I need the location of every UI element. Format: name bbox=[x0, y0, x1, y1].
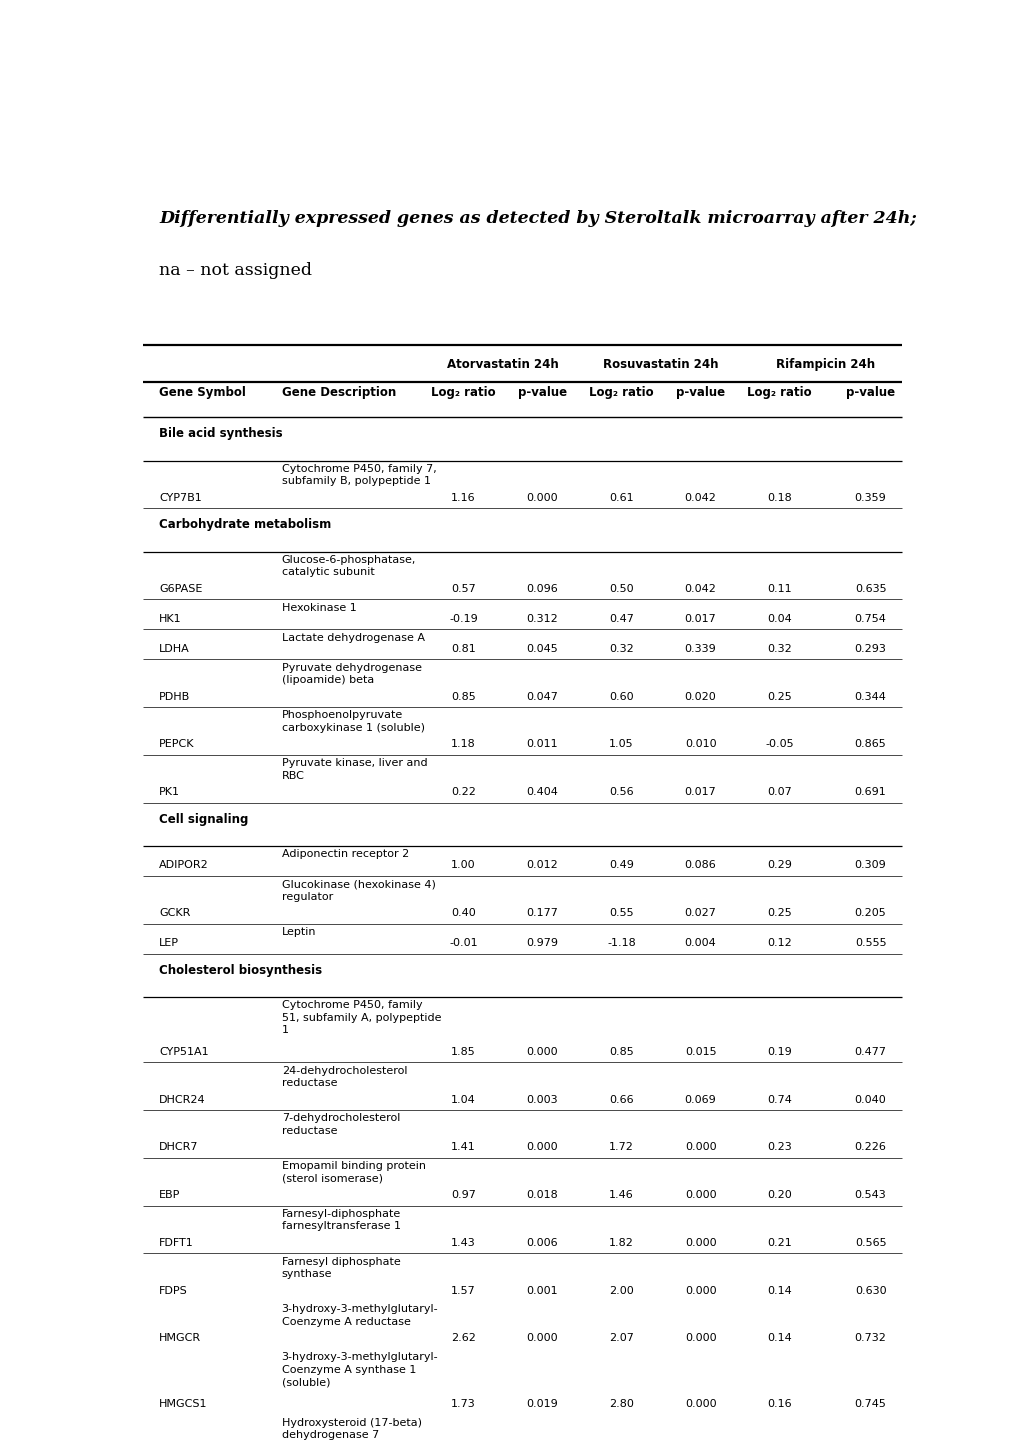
Text: 0.85: 0.85 bbox=[450, 692, 476, 702]
Text: 0.32: 0.32 bbox=[608, 643, 634, 653]
Text: Gene Symbol: Gene Symbol bbox=[159, 386, 246, 399]
Text: 0.07: 0.07 bbox=[766, 787, 792, 797]
Text: 1.46: 1.46 bbox=[608, 1190, 634, 1200]
Text: 0.29: 0.29 bbox=[766, 861, 792, 871]
Text: Atorvastatin 24h: Atorvastatin 24h bbox=[446, 359, 558, 372]
Text: 0.21: 0.21 bbox=[766, 1237, 792, 1247]
Text: 0.359: 0.359 bbox=[854, 493, 886, 503]
Text: HMGCS1: HMGCS1 bbox=[159, 1399, 208, 1409]
Text: Gene Description: Gene Description bbox=[281, 386, 395, 399]
Text: 0.000: 0.000 bbox=[684, 1286, 715, 1295]
Text: 0.096: 0.096 bbox=[526, 584, 557, 594]
Text: Cell signaling: Cell signaling bbox=[159, 813, 249, 826]
Text: 0.000: 0.000 bbox=[526, 1334, 557, 1344]
Text: 0.040: 0.040 bbox=[854, 1094, 886, 1105]
Text: PK1: PK1 bbox=[159, 787, 180, 797]
Text: 2.62: 2.62 bbox=[450, 1334, 476, 1344]
Text: 1.18: 1.18 bbox=[450, 740, 476, 750]
Text: 0.000: 0.000 bbox=[684, 1190, 715, 1200]
Text: 0.25: 0.25 bbox=[766, 692, 792, 702]
Text: -1.18: -1.18 bbox=[606, 939, 635, 947]
Text: 0.004: 0.004 bbox=[684, 939, 715, 947]
Text: 0.865: 0.865 bbox=[854, 740, 886, 750]
Text: 0.000: 0.000 bbox=[684, 1142, 715, 1152]
Text: Cytochrome P450, family
51, subfamily A, polypeptide
1: Cytochrome P450, family 51, subfamily A,… bbox=[281, 1001, 440, 1035]
Text: 0.04: 0.04 bbox=[766, 614, 792, 624]
Text: 0.003: 0.003 bbox=[526, 1094, 557, 1105]
Text: 2.80: 2.80 bbox=[608, 1399, 634, 1409]
Text: FDFT1: FDFT1 bbox=[159, 1237, 194, 1247]
Text: 0.477: 0.477 bbox=[854, 1047, 886, 1057]
Text: G6PASE: G6PASE bbox=[159, 584, 203, 594]
Text: 0.14: 0.14 bbox=[766, 1286, 792, 1295]
Text: 0.97: 0.97 bbox=[450, 1190, 476, 1200]
Text: p-value: p-value bbox=[518, 386, 567, 399]
Text: 0.635: 0.635 bbox=[854, 584, 886, 594]
Text: 0.60: 0.60 bbox=[608, 692, 633, 702]
Text: 1.00: 1.00 bbox=[450, 861, 475, 871]
Text: 0.55: 0.55 bbox=[608, 908, 633, 919]
Text: Farnesyl diphosphate
synthase: Farnesyl diphosphate synthase bbox=[281, 1257, 400, 1279]
Text: 0.11: 0.11 bbox=[766, 584, 791, 594]
Text: Log₂ ratio: Log₂ ratio bbox=[747, 386, 811, 399]
Text: 0.000: 0.000 bbox=[526, 493, 557, 503]
Text: 0.000: 0.000 bbox=[684, 1237, 715, 1247]
Text: 0.017: 0.017 bbox=[684, 787, 715, 797]
Text: 0.745: 0.745 bbox=[854, 1399, 886, 1409]
Text: 0.042: 0.042 bbox=[684, 584, 716, 594]
Text: 0.015: 0.015 bbox=[684, 1047, 715, 1057]
Text: 0.18: 0.18 bbox=[766, 493, 792, 503]
Text: Cytochrome P450, family 7,
subfamily B, polypeptide 1: Cytochrome P450, family 7, subfamily B, … bbox=[281, 464, 436, 486]
Text: Glucokinase (hexokinase 4)
regulator: Glucokinase (hexokinase 4) regulator bbox=[281, 880, 435, 901]
Text: 2.07: 2.07 bbox=[608, 1334, 634, 1344]
Text: Log₂ ratio: Log₂ ratio bbox=[589, 386, 653, 399]
Text: 0.754: 0.754 bbox=[854, 614, 886, 624]
Text: 0.85: 0.85 bbox=[608, 1047, 634, 1057]
Text: 0.979: 0.979 bbox=[526, 939, 558, 947]
Text: 1.04: 1.04 bbox=[450, 1094, 476, 1105]
Text: 0.56: 0.56 bbox=[608, 787, 633, 797]
Text: Hydroxysteroid (17-beta)
dehydrogenase 7: Hydroxysteroid (17-beta) dehydrogenase 7 bbox=[281, 1417, 421, 1441]
Text: 0.630: 0.630 bbox=[854, 1286, 886, 1295]
Text: 0.555: 0.555 bbox=[854, 939, 886, 947]
Text: 0.045: 0.045 bbox=[526, 643, 557, 653]
Text: Leptin: Leptin bbox=[281, 927, 316, 937]
Text: 0.000: 0.000 bbox=[684, 1399, 715, 1409]
Text: 0.50: 0.50 bbox=[608, 584, 633, 594]
Text: LDHA: LDHA bbox=[159, 643, 190, 653]
Text: 0.047: 0.047 bbox=[526, 692, 558, 702]
Text: Cholesterol biosynthesis: Cholesterol biosynthesis bbox=[159, 963, 322, 976]
Text: 0.19: 0.19 bbox=[766, 1047, 792, 1057]
Text: p-value: p-value bbox=[676, 386, 725, 399]
Text: 0.25: 0.25 bbox=[766, 908, 792, 919]
Text: 3-hydroxy-3-methylglutaryl-
Coenzyme A synthase 1
(soluble): 3-hydroxy-3-methylglutaryl- Coenzyme A s… bbox=[281, 1353, 438, 1387]
Text: 0.74: 0.74 bbox=[766, 1094, 792, 1105]
Text: Glucose-6-phosphatase,
catalytic subunit: Glucose-6-phosphatase, catalytic subunit bbox=[281, 555, 416, 577]
Text: -0.01: -0.01 bbox=[448, 939, 477, 947]
Text: -0.05: -0.05 bbox=[764, 740, 793, 750]
Text: 0.20: 0.20 bbox=[766, 1190, 792, 1200]
Text: LEP: LEP bbox=[159, 939, 179, 947]
Text: 0.61: 0.61 bbox=[608, 493, 633, 503]
Text: Pyruvate dehydrogenase
(lipoamide) beta: Pyruvate dehydrogenase (lipoamide) beta bbox=[281, 663, 421, 685]
Text: 0.49: 0.49 bbox=[608, 861, 634, 871]
Text: 0.019: 0.019 bbox=[526, 1399, 557, 1409]
Text: 0.66: 0.66 bbox=[608, 1094, 633, 1105]
Text: 0.47: 0.47 bbox=[608, 614, 634, 624]
Text: 0.226: 0.226 bbox=[854, 1142, 886, 1152]
Text: 0.565: 0.565 bbox=[854, 1237, 886, 1247]
Text: DHCR7: DHCR7 bbox=[159, 1142, 199, 1152]
Text: Bile acid synthesis: Bile acid synthesis bbox=[159, 427, 282, 440]
Text: 0.344: 0.344 bbox=[854, 692, 886, 702]
Text: GCKR: GCKR bbox=[159, 908, 191, 919]
Text: 0.177: 0.177 bbox=[526, 908, 558, 919]
Text: Differentially expressed genes as detected by Steroltalk microarray after 24h;: Differentially expressed genes as detect… bbox=[159, 209, 916, 226]
Text: CYP51A1: CYP51A1 bbox=[159, 1047, 209, 1057]
Text: 0.018: 0.018 bbox=[526, 1190, 557, 1200]
Text: Emopamil binding protein
(sterol isomerase): Emopamil binding protein (sterol isomera… bbox=[281, 1161, 425, 1184]
Text: 0.001: 0.001 bbox=[526, 1286, 557, 1295]
Text: Carbohydrate metabolism: Carbohydrate metabolism bbox=[159, 518, 331, 531]
Text: 0.14: 0.14 bbox=[766, 1334, 792, 1344]
Text: 0.12: 0.12 bbox=[766, 939, 792, 947]
Text: 1.41: 1.41 bbox=[450, 1142, 476, 1152]
